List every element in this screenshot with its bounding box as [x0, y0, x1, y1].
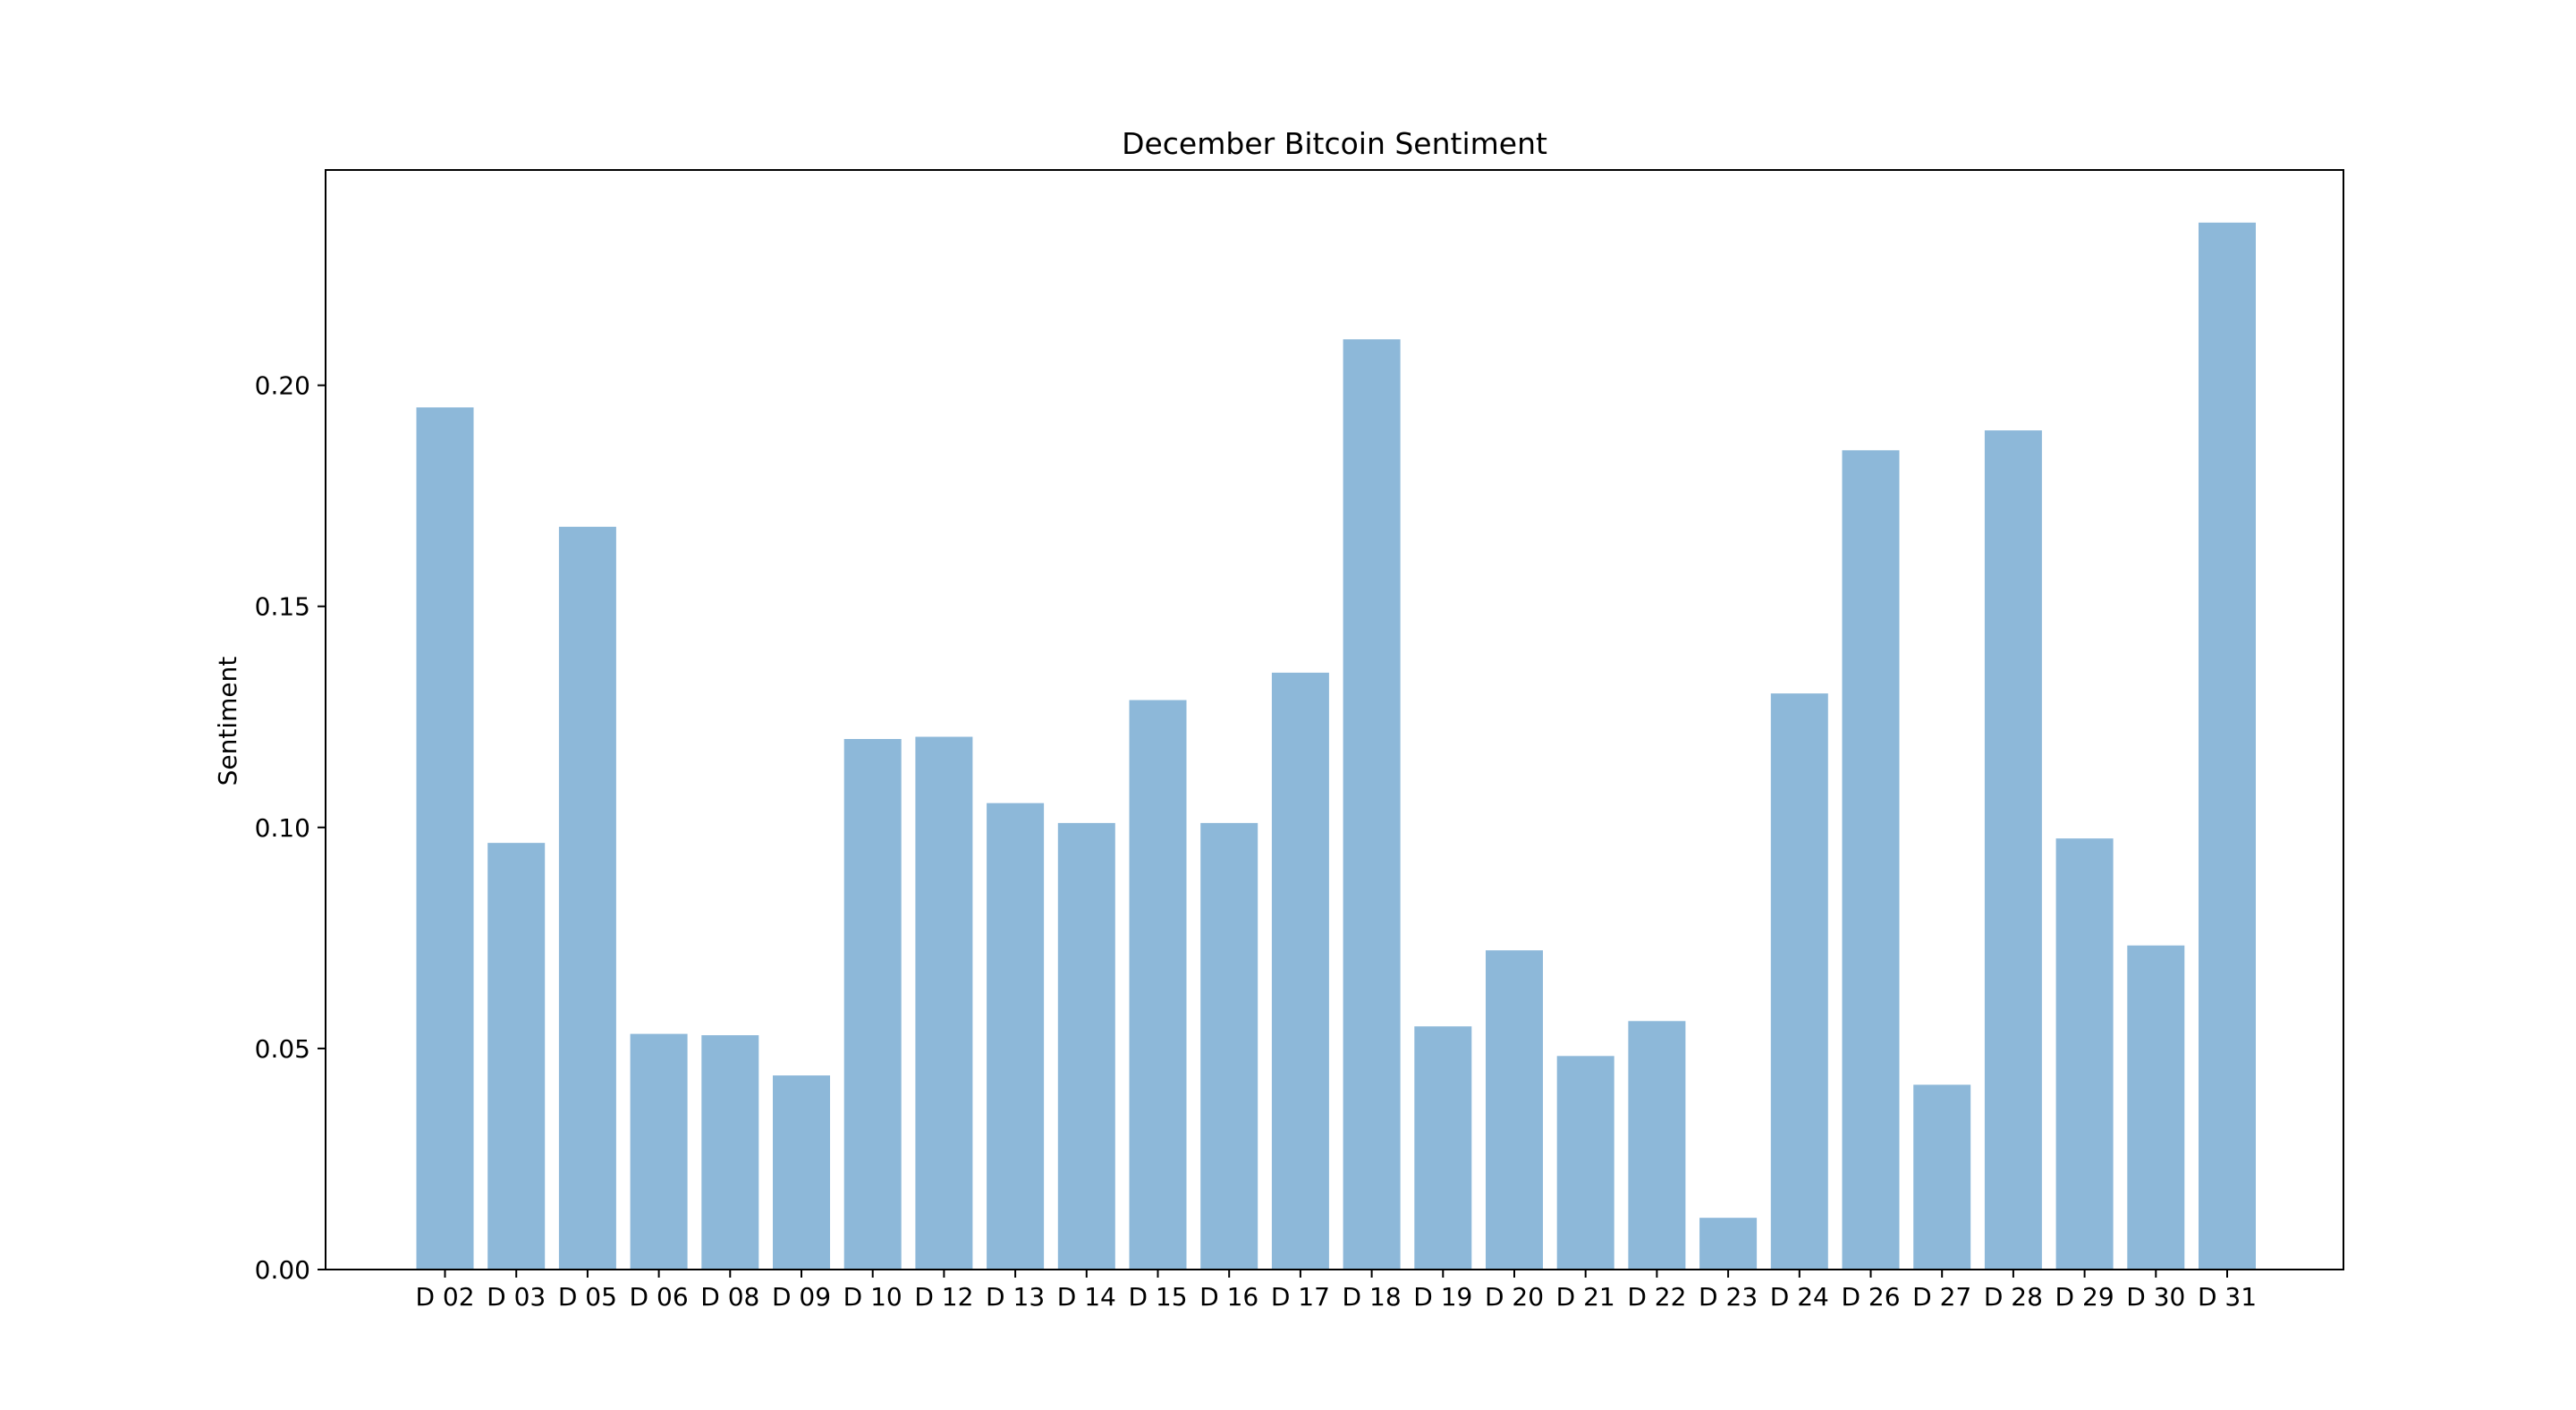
x-tick-label: D 26 [1841, 1282, 1900, 1312]
y-tick-label: 0.20 [255, 371, 310, 401]
bar-d-05 [558, 526, 616, 1270]
y-tick-label: 0.15 [255, 592, 310, 622]
bar-d-24 [1770, 693, 1828, 1270]
x-tick-label: D 18 [1343, 1282, 1402, 1312]
bar-d-31 [2199, 222, 2256, 1270]
bar-d-02 [416, 407, 474, 1270]
x-tick-label: D 12 [914, 1282, 973, 1312]
bar-d-18 [1343, 339, 1401, 1270]
bar-d-19 [1414, 1026, 1472, 1270]
x-tick-label: D 05 [558, 1282, 617, 1312]
x-tick-label: D 31 [2198, 1282, 2257, 1312]
x-tick-label: D 16 [1199, 1282, 1258, 1312]
y-tick-label: 0.00 [255, 1255, 310, 1285]
bar-d-28 [1984, 430, 2042, 1270]
y-axis-label: Sentiment [213, 657, 242, 786]
bar-d-16 [1200, 822, 1258, 1270]
x-tick-label: D 14 [1057, 1282, 1116, 1312]
y-tick-label: 0.10 [255, 813, 310, 843]
bar-d-09 [773, 1075, 830, 1270]
bar-d-12 [915, 736, 973, 1270]
x-tick-label: D 27 [1912, 1282, 1971, 1312]
x-tick-label: D 22 [1627, 1282, 1686, 1312]
bar-d-20 [1486, 950, 1543, 1270]
y-tick-label: 0.05 [255, 1034, 310, 1064]
x-tick-label: D 24 [1770, 1282, 1829, 1312]
bar-d-17 [1271, 672, 1329, 1270]
x-tick-label: D 15 [1128, 1282, 1187, 1312]
x-tick-label: D 28 [1984, 1282, 2043, 1312]
x-tick-label: D 20 [1485, 1282, 1544, 1312]
bar-d-03 [487, 843, 546, 1270]
x-tick-label: D 23 [1699, 1282, 1758, 1312]
x-tick-label: D 06 [630, 1282, 689, 1312]
bar-d-21 [1556, 1056, 1614, 1270]
x-tick-label: D 02 [415, 1282, 474, 1312]
x-tick-label: D 09 [772, 1282, 831, 1312]
bar-d-23 [1699, 1218, 1758, 1270]
bar-d-22 [1628, 1021, 1686, 1270]
x-tick-label: D 03 [487, 1282, 546, 1312]
x-tick-label: D 17 [1271, 1282, 1330, 1312]
bar-d-13 [987, 803, 1045, 1270]
bar-d-14 [1057, 822, 1115, 1270]
bar-d-29 [2055, 838, 2114, 1270]
bar-d-10 [843, 739, 902, 1270]
x-tick-label: D 10 [843, 1282, 902, 1312]
bar-d-26 [1842, 450, 1900, 1270]
x-tick-label: D 30 [2126, 1282, 2185, 1312]
x-tick-label: D 29 [2055, 1282, 2114, 1312]
bar-d-08 [701, 1035, 759, 1270]
chart-title: December Bitcoin Sentiment [1122, 126, 1547, 161]
x-tick-label: D 13 [986, 1282, 1045, 1312]
x-axis-ticks: D 02 D 03 D 05 D 06 D 08 D 09 D 10 D 12 D 13 D 14… [415, 1270, 2257, 1312]
x-tick-label: D 21 [1556, 1282, 1615, 1312]
bars-group [416, 222, 2256, 1270]
x-tick-label: D 08 [700, 1282, 759, 1312]
bar-d-15 [1129, 700, 1187, 1270]
x-tick-label: D 19 [1413, 1282, 1472, 1312]
y-axis-ticks: 0.00 0.05 0.10 0.15 0.20 [255, 371, 326, 1285]
bar-d-06 [630, 1033, 688, 1270]
bar-d-27 [1913, 1084, 1971, 1270]
bar-d-30 [2127, 945, 2185, 1270]
plot-area-frame [325, 169, 2344, 1270]
